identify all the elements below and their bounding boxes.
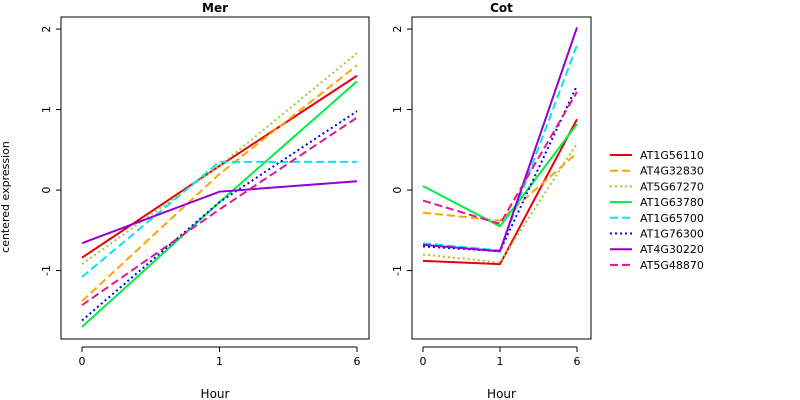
series-line-at4g30220 bbox=[422, 27, 578, 253]
y-tick-label: -1 bbox=[40, 265, 53, 276]
x-tick-label: 6 bbox=[354, 355, 361, 368]
plot-frame bbox=[60, 16, 370, 340]
legend-label: AT4G32830 bbox=[640, 165, 704, 178]
panel-title: Mer bbox=[202, 1, 228, 15]
series-line-at5g67270 bbox=[81, 52, 358, 265]
y-tick-label: 2 bbox=[40, 26, 53, 33]
series-line-at4g32830 bbox=[81, 64, 358, 302]
series-line-at5g48870 bbox=[81, 116, 358, 307]
series-line-at1g76300 bbox=[81, 110, 358, 322]
legend-label: AT1G76300 bbox=[640, 228, 704, 241]
series-line-at1g63780 bbox=[81, 80, 358, 328]
x-tick-label: 6 bbox=[574, 355, 581, 368]
legend-label: AT5G67270 bbox=[640, 180, 704, 193]
series-line-at5g48870 bbox=[422, 91, 578, 226]
series-line-at1g63780 bbox=[422, 123, 578, 228]
x-tick-label: 0 bbox=[79, 355, 86, 368]
panel-mer: Mer -1 0 1 2 0 1 6 Hour bbox=[40, 1, 370, 400]
x-axis-label: Hour bbox=[487, 387, 516, 400]
legend: AT1G56110 AT4G32830 AT5G67270 AT1G63780 AT1G… bbox=[610, 149, 704, 272]
series-line-at1g65700 bbox=[81, 160, 357, 278]
y-tick-label: 0 bbox=[391, 187, 404, 194]
plot-frame bbox=[411, 16, 592, 340]
y-tick-label: 1 bbox=[40, 106, 53, 113]
series-line-at4g32830 bbox=[422, 152, 578, 222]
series-line-at5g67270 bbox=[422, 142, 578, 264]
x-axis-label: Hour bbox=[201, 387, 230, 400]
y-tick-label: 0 bbox=[40, 187, 53, 194]
y-tick-label: -1 bbox=[391, 265, 404, 276]
x-tick-label: 1 bbox=[497, 355, 504, 368]
y-axis-label: centered expression bbox=[0, 141, 12, 253]
legend-label: AT1G63780 bbox=[640, 196, 704, 209]
legend-label: AT5G48870 bbox=[640, 259, 704, 272]
y-tick-label: 2 bbox=[391, 26, 404, 33]
legend-label: AT1G56110 bbox=[640, 149, 704, 162]
x-tick-label: 1 bbox=[216, 355, 223, 368]
legend-label: AT4G30220 bbox=[640, 243, 704, 256]
x-tick-label: 0 bbox=[420, 355, 427, 368]
panel-title: Cot bbox=[490, 1, 513, 15]
series-line-at1g56110 bbox=[81, 74, 358, 259]
series-line-at1g56110 bbox=[422, 118, 578, 266]
panel-cot: Cot -1 0 1 2 0 1 6 Hour bbox=[391, 1, 592, 400]
series-line-at1g76300 bbox=[422, 85, 578, 253]
y-tick-label: 1 bbox=[391, 106, 404, 113]
legend-label: AT1G65700 bbox=[640, 212, 704, 225]
series-line-at4g30220 bbox=[81, 180, 358, 245]
